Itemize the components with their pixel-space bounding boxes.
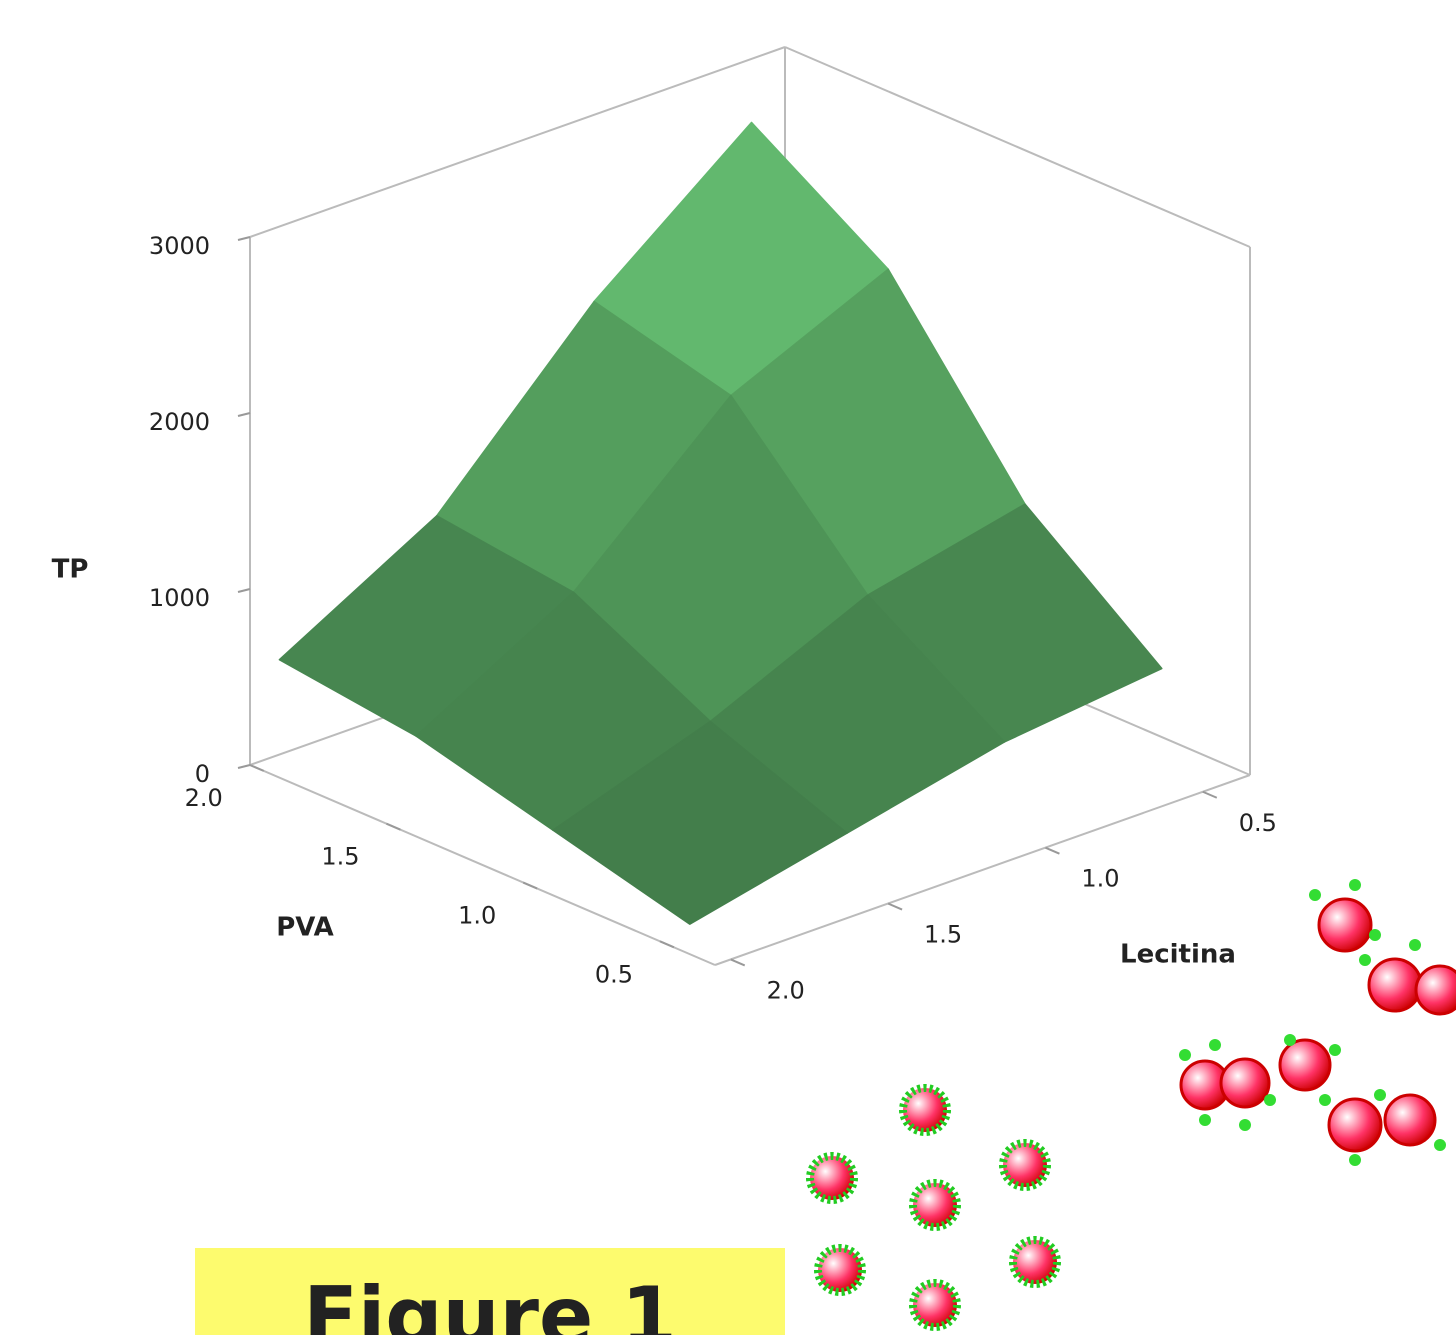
y-axis-label: Lecitina <box>1120 940 1236 970</box>
x-tick <box>523 883 537 889</box>
y-tick-label: 1.0 <box>1081 865 1119 893</box>
x-tick <box>660 941 674 947</box>
chart: 01000200030000.51.01.52.00.51.01.52.0TPP… <box>0 0 1456 1335</box>
axis-line <box>785 47 1250 247</box>
z-tick-label: 1000 <box>149 584 210 612</box>
x-tick-label: 2.0 <box>185 784 223 812</box>
z-tick <box>238 589 250 592</box>
x-axis-label: PVA <box>276 913 334 943</box>
z-tick <box>238 765 250 768</box>
z-tick <box>238 413 250 416</box>
y-tick <box>1203 792 1217 798</box>
y-tick-label: 0.5 <box>1239 809 1277 837</box>
y-tick <box>1045 848 1059 854</box>
x-tick <box>250 765 264 771</box>
z-tick <box>238 237 250 240</box>
y-tick <box>888 904 902 910</box>
x-tick <box>386 824 400 830</box>
z-tick-label: 2000 <box>149 408 210 436</box>
x-tick-label: 1.5 <box>321 843 359 871</box>
figure-label: Figure 1 <box>303 1270 677 1335</box>
x-tick-label: 1.0 <box>458 902 496 930</box>
surface <box>279 122 1161 924</box>
y-tick <box>731 959 745 965</box>
y-tick-label: 2.0 <box>767 976 805 1004</box>
z-axis-label: TP <box>52 555 89 585</box>
y-tick-label: 1.5 <box>924 921 962 949</box>
x-tick-label: 0.5 <box>595 960 633 988</box>
z-tick-label: 3000 <box>149 232 210 260</box>
